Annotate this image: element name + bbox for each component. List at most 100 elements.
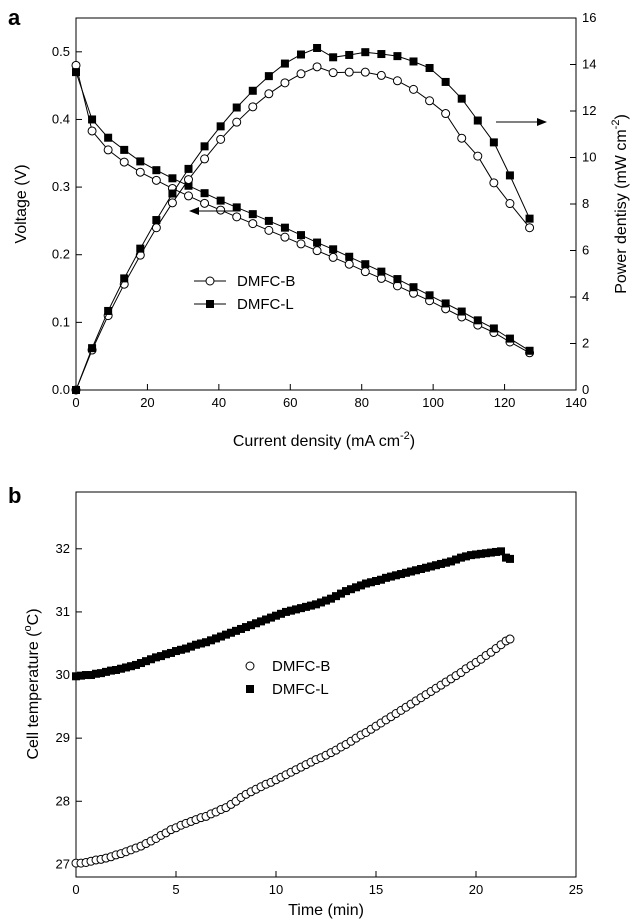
- data-point-dmfc-l: [442, 558, 450, 567]
- data-point-dmfc-l: [252, 619, 260, 628]
- x-tick-label: 5: [172, 882, 179, 897]
- legend-label-dmfc-l: DMFC-L: [272, 681, 329, 698]
- data-point-dmfc-l-voltage: [473, 316, 482, 325]
- data-point-dmfc-b-voltage: [264, 225, 274, 235]
- series-dmfc-l-voltage: [72, 68, 534, 355]
- legend-label-dmfc-b: DMFC-B: [237, 273, 295, 290]
- x-tick-label: 10: [269, 882, 283, 897]
- data-point-dmfc-b-power: [328, 68, 338, 78]
- data-point-dmfc-b-power: [392, 76, 402, 86]
- data-point-dmfc-b-power: [409, 84, 418, 94]
- data-point-dmfc-l: [182, 644, 190, 653]
- data-point-dmfc-l: [242, 623, 250, 632]
- data-point-dmfc-l: [312, 600, 320, 609]
- data-point-dmfc-b-voltage: [200, 198, 210, 208]
- data-point-dmfc-l-voltage: [248, 210, 257, 219]
- data-point-dmfc-l-power: [232, 103, 241, 112]
- panel-b-series: [71, 547, 515, 868]
- data-point-dmfc-l-voltage: [104, 133, 113, 142]
- data-point-dmfc-l-voltage: [88, 115, 97, 124]
- data-point-dmfc-l-power: [297, 50, 305, 59]
- series-line-dmfc-b-power: [75, 66, 530, 391]
- data-point-dmfc-l: [332, 592, 340, 601]
- data-point-dmfc-b-voltage: [296, 239, 306, 249]
- data-point-dmfc-l-voltage: [136, 157, 145, 166]
- y-tick-label: 28: [56, 793, 70, 808]
- data-point-dmfc-l-power: [152, 216, 161, 225]
- data-point-dmfc-l-power: [361, 48, 370, 57]
- data-point-dmfc-l: [422, 563, 430, 572]
- data-point-dmfc-l: [212, 634, 220, 643]
- data-point-dmfc-l-power: [104, 306, 113, 315]
- data-point-dmfc-b-voltage: [232, 212, 242, 222]
- y-tick-label: 31: [56, 604, 70, 619]
- data-point-dmfc-l: [122, 663, 130, 672]
- data-point-dmfc-l-power: [313, 43, 322, 52]
- data-point-dmfc-b-voltage: [280, 232, 290, 242]
- data-point-dmfc-l: [172, 647, 180, 656]
- data-point-dmfc-l: [462, 552, 470, 561]
- panel-b-legend: DMFC-B DMFC-L: [245, 658, 330, 698]
- panel-b-y-axis-title: Cell temperature (oC): [22, 608, 42, 759]
- data-point-dmfc-b-voltage: [216, 205, 226, 215]
- data-point-dmfc-b-power: [376, 70, 386, 80]
- data-point-dmfc-l-power: [136, 244, 145, 253]
- data-point-dmfc-b-voltage: [151, 175, 161, 185]
- data-point-dmfc-l: [97, 669, 105, 678]
- data-point-dmfc-b-voltage: [248, 219, 258, 229]
- x-tick-label: 20: [469, 882, 483, 897]
- data-point-dmfc-b-voltage: [344, 259, 354, 269]
- data-point-dmfc-l: [177, 645, 185, 654]
- data-point-dmfc-l-voltage: [525, 346, 534, 355]
- data-point-dmfc-l-voltage: [280, 223, 289, 232]
- data-point-dmfc-b-voltage: [103, 145, 113, 155]
- data-point-dmfc-l: [377, 575, 385, 584]
- data-point-dmfc-l: [112, 665, 120, 674]
- data-point-dmfc-l: [202, 638, 210, 647]
- legend-label-dmfc-b: DMFC-B: [272, 658, 330, 675]
- data-point-dmfc-l: [482, 549, 490, 558]
- data-point-dmfc-l-power: [329, 53, 338, 62]
- data-point-dmfc-l: [437, 559, 445, 568]
- data-point-dmfc-b-voltage: [135, 167, 145, 177]
- data-point-dmfc-b: [505, 634, 515, 644]
- x-tick-label: 20: [140, 395, 154, 410]
- data-point-dmfc-l: [452, 555, 460, 564]
- data-point-dmfc-l-power: [393, 52, 402, 61]
- series-dmfc-l-power: [72, 43, 534, 394]
- data-point-dmfc-l: [222, 630, 230, 639]
- data-point-dmfc-l-voltage: [489, 324, 498, 333]
- data-point-dmfc-l: [282, 607, 290, 616]
- data-point-dmfc-b-power: [489, 178, 499, 188]
- data-point-dmfc-l: [472, 550, 480, 559]
- y-tick-label: 0.3: [52, 179, 70, 194]
- y-tick-label: 32: [56, 541, 70, 556]
- series-dmfc-b-power: [71, 62, 535, 395]
- data-point-dmfc-l-power: [216, 122, 225, 131]
- y2-tick-label: 2: [582, 336, 589, 351]
- x-tick-label: 40: [212, 395, 226, 410]
- data-point-dmfc-l: [287, 606, 295, 615]
- x-tick-label: 15: [369, 882, 383, 897]
- data-point-dmfc-l: [232, 626, 240, 635]
- data-point-dmfc-l: [192, 640, 200, 649]
- data-point-dmfc-l: [352, 583, 360, 592]
- legend-label-dmfc-l: DMFC-L: [237, 296, 294, 313]
- data-point-dmfc-l: [392, 571, 400, 580]
- data-point-dmfc-l: [382, 573, 390, 582]
- data-point-dmfc-b-voltage: [360, 267, 370, 277]
- data-point-dmfc-l: [267, 613, 275, 622]
- y-tick-label: 30: [56, 667, 70, 682]
- data-point-dmfc-l: [197, 639, 205, 648]
- data-point-dmfc-l-power: [489, 138, 498, 147]
- data-point-dmfc-l-voltage: [425, 291, 434, 300]
- series-dmfc-b: [71, 634, 515, 868]
- data-point-dmfc-l-voltage: [329, 245, 338, 254]
- data-point-dmfc-l: [72, 672, 80, 681]
- data-point-dmfc-l: [387, 572, 395, 581]
- data-point-dmfc-b-power: [280, 78, 290, 88]
- y2-tick-label: 10: [582, 150, 596, 165]
- data-point-dmfc-b-power: [525, 223, 535, 233]
- data-point-dmfc-l-voltage: [120, 145, 129, 154]
